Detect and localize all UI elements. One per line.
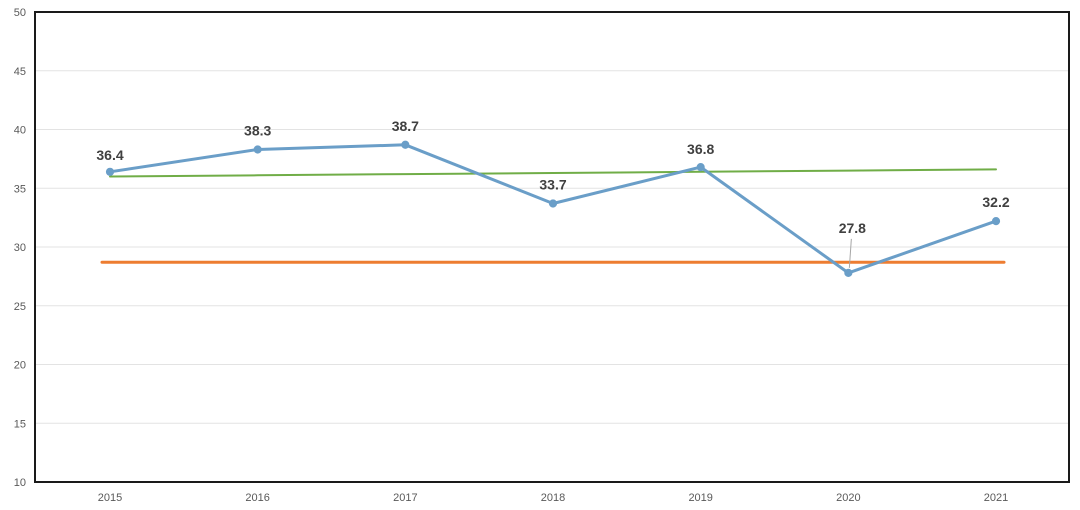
x-tick-label-2016: 2016 [245,492,269,504]
y-tick-label-30: 30 [14,242,26,254]
x-axis-tick-labels: 2015 2016 2017 2018 2019 2020 2021 [98,492,1009,504]
y-tick-label-15: 15 [14,418,26,430]
series-0-point-2015 [105,167,115,176]
series-0-point-2016 [253,145,262,154]
data-label-2018: 33.7 [539,177,566,193]
data-label-2019: 36.8 [687,141,714,157]
series-0-point-2020 [844,268,853,277]
series-0-point-2019 [696,163,705,172]
series-markers [105,140,1001,277]
leader-line-2020 [848,238,852,268]
y-tick-label-40: 40 [14,125,26,137]
gridlines [35,70,1069,424]
x-tick-label-2020: 2020 [836,492,860,504]
series-0-point-2018 [548,199,558,208]
x-tick-label-2015: 2015 [98,492,122,504]
x-tick-label-2019: 2019 [688,492,712,504]
y-tick-label-10: 10 [14,477,26,489]
series-1-line [109,168,997,178]
label-leader-lines [848,238,852,268]
y-tick-label-20: 20 [14,360,26,372]
y-tick-label-50: 50 [14,7,26,19]
x-tick-label-2021: 2021 [984,492,1008,504]
y-tick-label-35: 35 [14,183,26,195]
y-tick-label-45: 45 [14,66,26,78]
data-label-2015: 36.4 [96,147,123,163]
x-tick-label-2017: 2017 [393,492,417,504]
data-labels: 36.4 38.3 38.7 33.7 36.8 27.8 32.2 [96,118,1009,236]
y-axis-tick-labels: 10 15 20 25 30 35 40 45 50 [14,7,26,489]
data-label-2017: 38.7 [392,118,419,134]
series-0-point-2017 [401,140,410,149]
series-0-point-2021 [991,217,1001,226]
data-label-2016: 38.3 [244,122,271,138]
y-tick-label-25: 25 [14,301,26,313]
data-label-2021: 32.2 [982,194,1009,210]
plot-area-frame [34,11,1070,483]
data-label-2020: 27.8 [839,220,866,236]
x-tick-label-2018: 2018 [541,492,565,504]
